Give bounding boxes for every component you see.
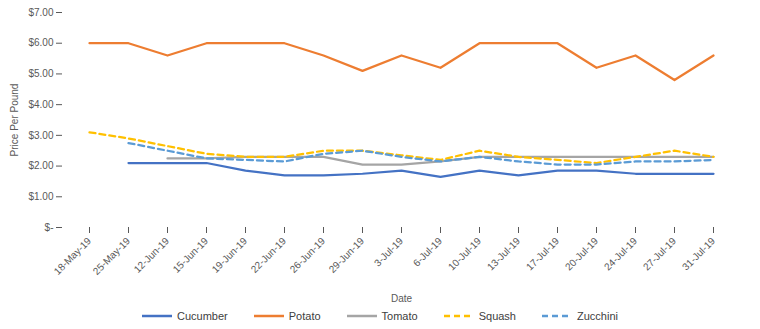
svg-text:6-Jul-19: 6-Jul-19 [411,235,445,269]
svg-text:25-May-19: 25-May-19 [91,235,133,277]
svg-text:Price Per Pound: Price Per Pound [9,84,20,157]
svg-text:$6.00: $6.00 [28,37,53,48]
html-text:Cucumber: Cucumber [177,310,228,322]
svg-text:29-Jun-19: 29-Jun-19 [327,235,367,275]
html-text:Squash: Squash [478,310,516,322]
svg-text:10-Jul-19: 10-Jul-19 [446,235,484,273]
svg-text:24-Jul-19: 24-Jul-19 [602,235,640,273]
svg-text:19-Jun-19: 19-Jun-19 [210,235,250,275]
svg-text:31-Jul-19: 31-Jul-19 [680,235,718,273]
svg-text:17-Jul-19: 17-Jul-19 [524,235,562,273]
html-text:Potato: Potato [288,310,321,322]
html-text:Tomato: Tomato [381,310,418,322]
svg-text:13-Jul-19: 13-Jul-19 [485,235,523,273]
svg-text:12-Jun-19: 12-Jun-19 [132,235,172,275]
svg-text:22-Jun-19: 22-Jun-19 [249,235,289,275]
svg-text:Date: Date [391,293,413,304]
svg-text:$2.00: $2.00 [28,160,53,171]
svg-text:$7.00: $7.00 [28,7,53,18]
svg-text:$4.00: $4.00 [28,99,53,110]
svg-text:$3.00: $3.00 [28,130,53,141]
svg-text:3-Jul-19: 3-Jul-19 [372,235,406,269]
svg-text:18-May-19: 18-May-19 [52,235,94,277]
svg-text:20-Jul-19: 20-Jul-19 [563,235,601,273]
svg-text:26-Jun-19: 26-Jun-19 [288,235,328,275]
svg-text:$5.00: $5.00 [28,68,53,79]
svg-text:15-Jun-19: 15-Jun-19 [171,235,211,275]
svg-text:$1.00: $1.00 [28,191,53,202]
html-text:Zucchini: Zucchini [577,310,618,322]
svg-text:$-: $- [45,222,54,233]
svg-text:27-Jul-19: 27-Jul-19 [641,235,679,273]
